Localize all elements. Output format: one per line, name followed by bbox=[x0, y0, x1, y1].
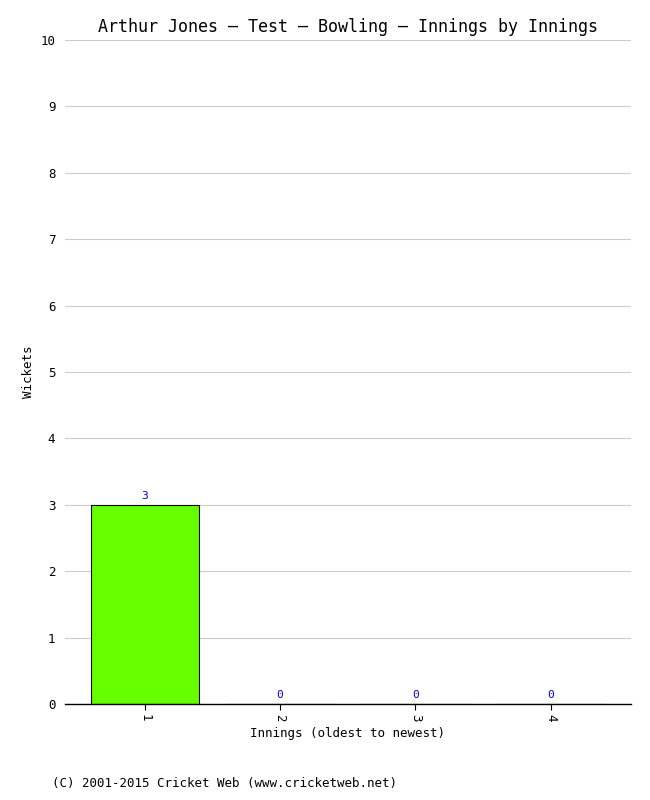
Bar bbox=[91, 505, 199, 704]
Text: 3: 3 bbox=[142, 491, 148, 501]
Y-axis label: Wickets: Wickets bbox=[21, 346, 34, 398]
X-axis label: Innings (oldest to newest): Innings (oldest to newest) bbox=[250, 727, 445, 741]
Text: (C) 2001-2015 Cricket Web (www.cricketweb.net): (C) 2001-2015 Cricket Web (www.cricketwe… bbox=[52, 778, 397, 790]
Text: 0: 0 bbox=[277, 690, 283, 700]
Title: Arthur Jones – Test – Bowling – Innings by Innings: Arthur Jones – Test – Bowling – Innings … bbox=[98, 18, 598, 36]
Text: 0: 0 bbox=[547, 690, 554, 700]
Text: 0: 0 bbox=[412, 690, 419, 700]
